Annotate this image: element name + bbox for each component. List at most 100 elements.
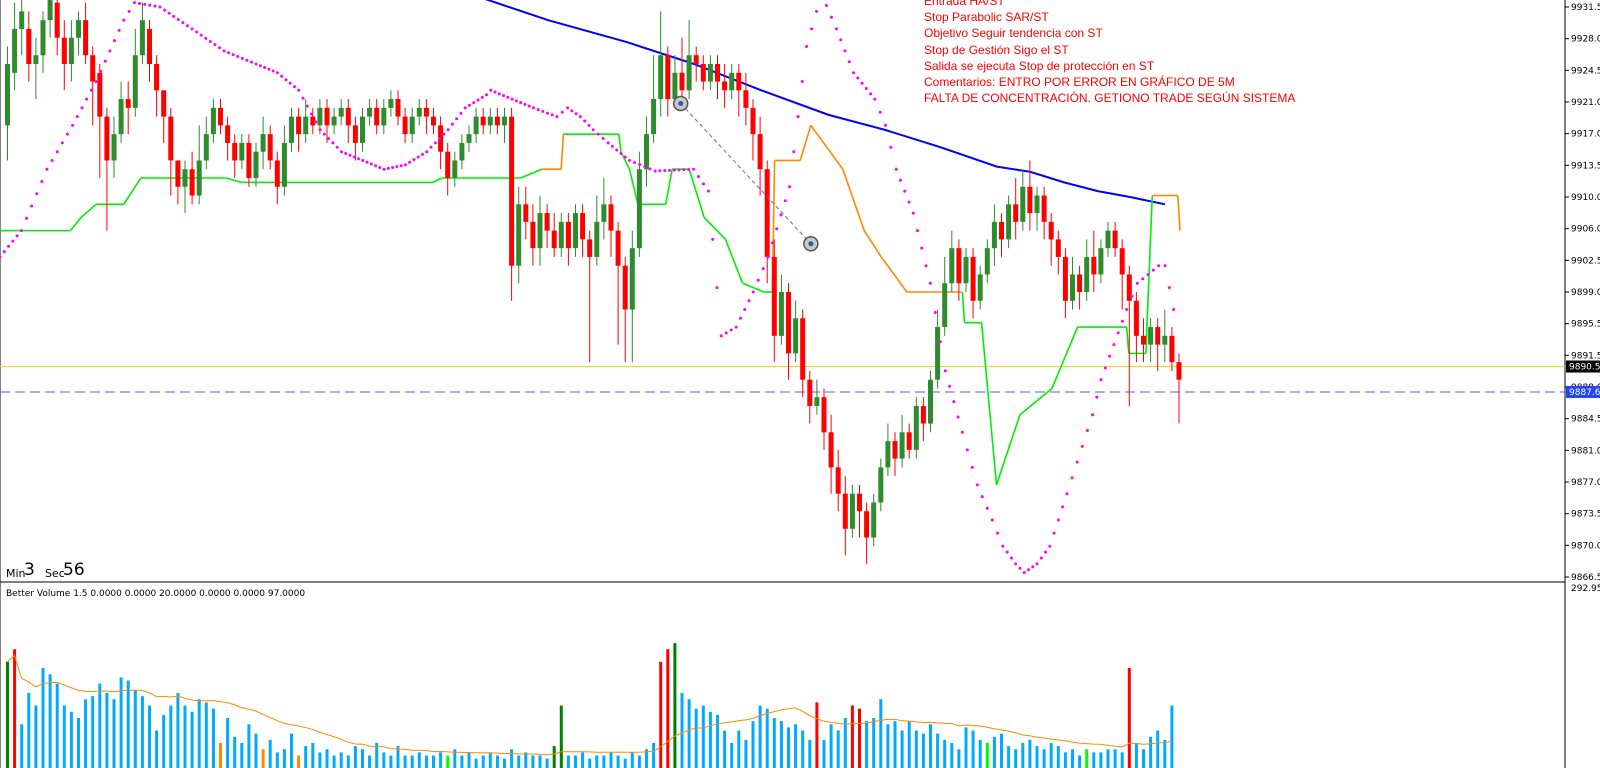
sar-dot	[344, 151, 348, 155]
note-stop: Stop Parabolic SAR/ST	[924, 10, 1049, 25]
sar-dot	[601, 137, 605, 141]
supertrend-segment	[69, 216, 82, 232]
sar-dot	[386, 166, 390, 170]
sar-dot	[463, 106, 467, 110]
candle-body	[40, 20, 46, 56]
trade-notes: Entrada HA/ST Stop Parabolic SAR/ST Obje…	[924, 0, 1295, 106]
sar-dot	[305, 104, 309, 108]
alert-price-label: 9887.6	[1569, 388, 1600, 398]
sar-dot	[1091, 413, 1095, 417]
candle-body	[1155, 327, 1161, 345]
sar-dot	[658, 169, 662, 173]
candle-body	[793, 318, 799, 354]
sar-dot	[948, 384, 952, 388]
sar-dot	[327, 137, 331, 141]
sar-dot	[541, 109, 545, 113]
supertrend-segment	[225, 177, 242, 184]
sar-dot	[834, 27, 838, 31]
candle-body	[1148, 327, 1154, 345]
candle-body	[1112, 230, 1118, 249]
candle-body	[1006, 204, 1012, 240]
candle-body	[139, 20, 145, 56]
candle-body	[1091, 256, 1097, 275]
sar-dot	[190, 27, 194, 31]
sar-dot	[1151, 268, 1155, 272]
candle-body	[750, 107, 756, 135]
sar-dot	[117, 28, 121, 32]
sar-dot	[860, 81, 864, 85]
sar-dot	[796, 115, 800, 119]
sar-dot	[956, 415, 960, 419]
sar-dot	[783, 199, 787, 203]
sar-dot	[195, 30, 199, 34]
supertrend-segment	[560, 134, 565, 170]
candle-body	[764, 169, 770, 257]
sar-dot	[1120, 319, 1124, 323]
sar-dot	[975, 483, 979, 487]
sar-dot	[75, 115, 79, 119]
sar-dot	[127, 9, 131, 13]
candle-body	[402, 116, 408, 135]
candle-body	[409, 116, 415, 135]
candle-body	[991, 221, 997, 249]
supertrend-segment	[1125, 327, 1130, 354]
sar-dot	[751, 290, 755, 294]
sar-dot	[1056, 518, 1060, 522]
sar-dot	[103, 59, 107, 63]
candle-body	[1098, 248, 1104, 275]
trade-markers[interactable]	[672, 95, 819, 252]
sar-dot	[550, 113, 554, 117]
candle-body	[487, 116, 493, 126]
axis-tick-label: 9921.0	[1571, 98, 1600, 108]
sar-dot	[869, 92, 873, 96]
sar-dot	[455, 117, 459, 121]
candle-body	[629, 248, 635, 310]
candle-body	[118, 99, 124, 135]
sar-dot	[911, 211, 915, 215]
sar-dot	[40, 180, 44, 184]
sar-dot	[391, 165, 395, 169]
sar-dot	[50, 158, 54, 162]
sar-dot	[696, 175, 700, 179]
candle-body	[360, 116, 365, 143]
candle-body	[800, 318, 806, 380]
sar-dot	[701, 182, 705, 186]
sar-dot	[643, 165, 647, 169]
sar-dot	[596, 132, 600, 136]
sar-dot	[578, 115, 582, 119]
sar-dot	[227, 51, 231, 55]
sar-dot	[301, 96, 305, 100]
sar-dot	[280, 74, 284, 78]
sar-dot	[1061, 505, 1065, 509]
sar-dot	[403, 163, 407, 167]
sar-dot	[1163, 264, 1167, 268]
sar-dot	[416, 155, 420, 159]
ma-200-line	[484, 0, 1166, 206]
candle-body	[601, 204, 607, 222]
sar-dot	[648, 167, 652, 171]
sar-dot	[446, 128, 450, 132]
sar-dot	[378, 165, 382, 169]
candle-body	[147, 28, 152, 64]
sar-dot	[1031, 565, 1035, 569]
candle-body	[622, 265, 628, 310]
sar-dot	[943, 369, 947, 373]
sar-dot	[510, 97, 514, 101]
sar-dot	[747, 299, 751, 303]
sar-dot	[852, 71, 856, 75]
supertrend-segment	[1019, 387, 1053, 416]
parabolic-sar-dots	[0, 1, 1176, 575]
sar-dot	[99, 69, 103, 73]
candle-body	[743, 90, 749, 108]
sar-dot	[878, 110, 882, 114]
candle-body	[920, 406, 926, 424]
sar-dot	[1026, 568, 1030, 572]
sar-dot	[450, 122, 454, 126]
axis-tick-label: 9870.0	[1571, 541, 1600, 551]
sar-dot	[980, 495, 984, 499]
sar-dot	[514, 99, 518, 103]
sar-dot	[560, 110, 564, 114]
candle-body	[594, 221, 600, 257]
candle-body	[473, 116, 479, 135]
